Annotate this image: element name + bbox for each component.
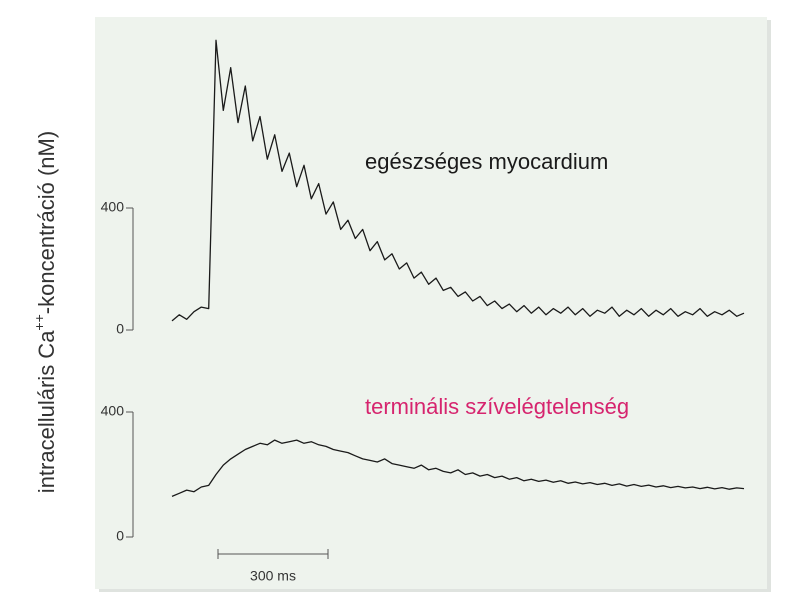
panel bbox=[95, 17, 767, 589]
y-tick-label: 0 bbox=[116, 321, 124, 337]
trace bbox=[171, 439, 745, 497]
y-tick-label: 400 bbox=[101, 199, 125, 215]
y-label-main: intracelluláris Ca bbox=[34, 330, 59, 493]
series-label: egészséges myocardium bbox=[365, 149, 608, 174]
trace bbox=[171, 39, 745, 322]
y-label-rest: -koncentráció (nM) bbox=[34, 131, 59, 314]
y-tick-label: 400 bbox=[101, 403, 125, 419]
y-label-sup: ++ bbox=[31, 314, 47, 330]
series-label: terminális szívelégtelenség bbox=[365, 394, 629, 419]
y-tick-label: 0 bbox=[116, 528, 124, 544]
y-axis-label: intracelluláris Ca++-koncentráció (nM) bbox=[31, 131, 59, 493]
scale-bar-label: 300 ms bbox=[250, 568, 296, 584]
